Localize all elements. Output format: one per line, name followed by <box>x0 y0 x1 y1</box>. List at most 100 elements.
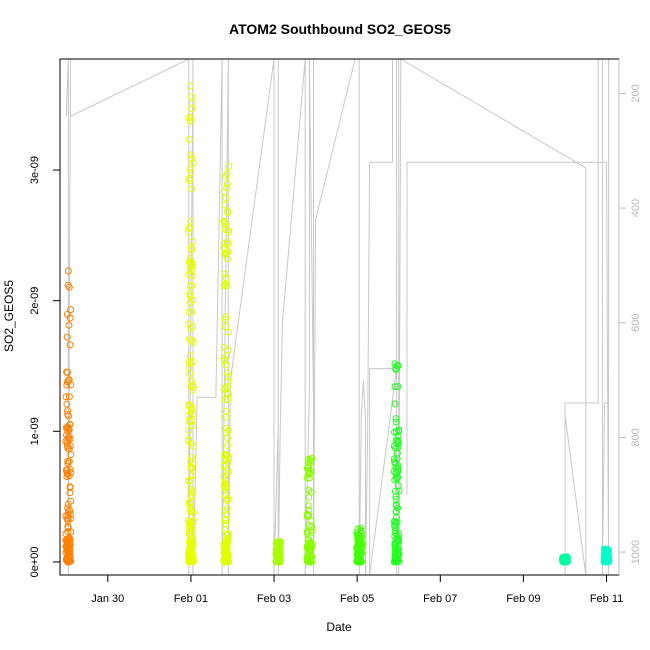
data-point <box>223 536 231 544</box>
data-point <box>189 460 197 468</box>
data-point <box>221 485 229 493</box>
data-point <box>221 201 229 209</box>
data-point <box>304 545 312 553</box>
chart-title: ATOM2 Southbound SO2_GEOS5 <box>229 21 451 37</box>
data-point <box>221 384 229 392</box>
data-point <box>390 467 398 475</box>
points-layer <box>62 82 613 566</box>
data-point <box>187 476 195 484</box>
data-point <box>358 549 366 557</box>
data-point <box>220 240 228 248</box>
cluster-8 <box>600 545 613 566</box>
data-point <box>222 361 230 369</box>
data-point <box>392 437 400 445</box>
data-point <box>185 228 192 236</box>
data-point <box>64 528 72 536</box>
data-point <box>391 400 399 408</box>
data-point <box>392 469 400 477</box>
data-point <box>187 458 195 466</box>
y-tick-label: 1e-09 <box>29 417 41 445</box>
data-point <box>223 180 231 187</box>
data-point <box>187 244 195 252</box>
data-point <box>186 370 194 377</box>
data-point <box>186 519 194 526</box>
data-point <box>185 401 193 408</box>
data-point <box>390 455 398 463</box>
data-point <box>391 383 399 391</box>
data-point <box>224 226 232 234</box>
data-point <box>224 531 231 539</box>
data-point <box>306 543 313 551</box>
data-point <box>223 369 231 377</box>
data-point <box>188 417 196 425</box>
data-point <box>64 434 72 442</box>
data-point <box>353 531 361 539</box>
data-point <box>602 557 610 565</box>
data-point <box>354 547 362 555</box>
data-point <box>189 237 196 245</box>
right-y-tick-label: 400 <box>630 199 642 217</box>
data-point <box>275 542 283 550</box>
data-point <box>303 510 311 518</box>
data-point <box>392 487 399 495</box>
cluster-1 <box>184 82 197 566</box>
x-tick-label: Feb 07 <box>423 593 457 605</box>
data-point <box>273 538 281 546</box>
data-point <box>67 528 75 536</box>
data-point <box>305 486 313 494</box>
data-point <box>391 555 399 563</box>
data-point <box>307 468 315 476</box>
data-point <box>64 407 71 415</box>
data-point <box>222 172 230 180</box>
data-point <box>185 436 192 444</box>
right-y-tick-label: 800 <box>630 428 642 446</box>
data-point <box>186 82 194 90</box>
data-point <box>222 407 230 415</box>
data-point <box>394 504 401 512</box>
data-point <box>65 425 73 432</box>
data-point <box>357 524 365 532</box>
data-point <box>186 223 194 231</box>
data-point <box>62 393 70 401</box>
data-point <box>189 381 197 389</box>
data-point <box>189 260 197 268</box>
data-point <box>224 209 232 217</box>
data-point <box>188 154 196 162</box>
data-point <box>186 552 194 560</box>
data-point <box>189 528 197 536</box>
data-point <box>189 487 197 495</box>
data-point <box>392 493 400 501</box>
data-point <box>304 536 312 544</box>
cluster-0 <box>62 267 75 566</box>
y-tick-label: 2e-09 <box>29 287 41 315</box>
data-point <box>187 485 195 493</box>
cluster-4 <box>303 454 316 566</box>
data-point <box>63 400 71 408</box>
data-point <box>304 502 312 510</box>
data-point <box>220 462 228 470</box>
data-point <box>222 313 230 321</box>
data-point <box>64 508 72 515</box>
data-point <box>63 310 71 318</box>
data-point <box>187 151 195 159</box>
cluster-5 <box>353 524 366 566</box>
data-point <box>221 450 229 458</box>
data-point <box>224 377 232 385</box>
data-point <box>187 506 195 514</box>
data-point <box>189 386 197 394</box>
data-point <box>223 470 231 478</box>
cluster-6 <box>390 360 403 566</box>
data-point <box>187 382 195 390</box>
data-point <box>188 472 196 480</box>
data-point <box>64 470 71 478</box>
x-tick-label: Feb 09 <box>506 593 540 605</box>
data-point <box>353 528 361 536</box>
data-point <box>394 438 402 446</box>
x-tick-label: Jan 30 <box>91 593 124 605</box>
data-point <box>224 467 232 475</box>
data-point <box>63 555 71 563</box>
data-point <box>187 117 195 125</box>
data-point <box>189 422 197 430</box>
data-point <box>392 542 400 550</box>
